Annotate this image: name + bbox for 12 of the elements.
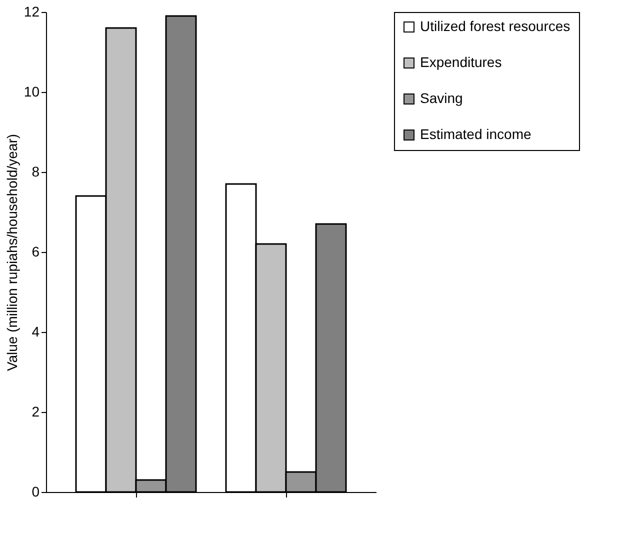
legend-label: Estimated income: [420, 126, 532, 142]
y-tick-label: 0: [32, 484, 40, 500]
legend-label: Saving: [420, 90, 463, 106]
y-tick-label: 6: [32, 244, 40, 260]
y-tick-label: 4: [32, 324, 40, 340]
y-tick-label: 10: [24, 84, 40, 100]
y-axis-title: Value (million rupiahs/household/year): [4, 134, 20, 372]
y-tick-label: 8: [32, 164, 40, 180]
y-tick-label: 2: [32, 404, 40, 420]
legend-label: Utilized forest resources: [420, 18, 570, 34]
y-tick-label: 12: [24, 4, 40, 20]
legend-label: Expenditures: [420, 54, 502, 70]
